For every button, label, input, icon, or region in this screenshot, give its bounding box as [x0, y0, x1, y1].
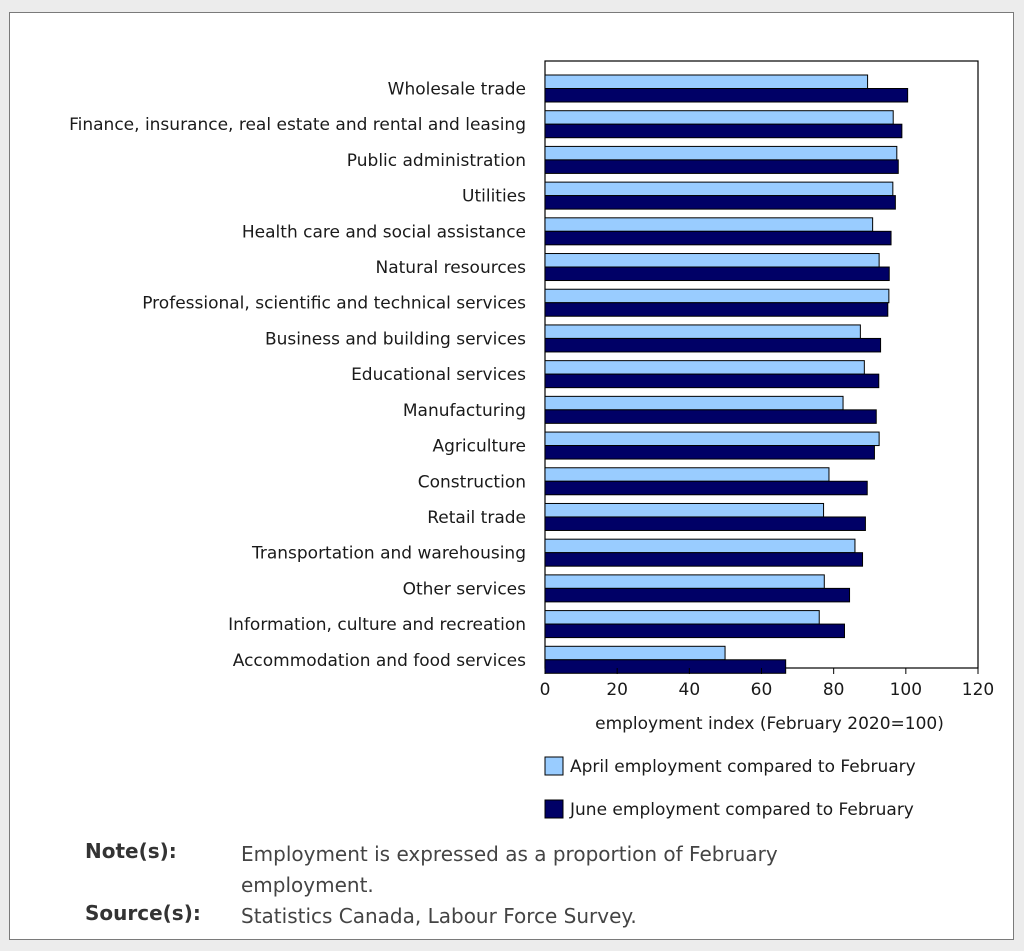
x-tick-label: 0: [540, 680, 551, 700]
x-tick-label: 40: [679, 680, 701, 700]
bar-april-13: [544, 538, 856, 554]
category-label: Educational services: [351, 365, 526, 385]
category-label: Wholesale trade: [388, 80, 526, 100]
x-tick-label: 100: [890, 680, 922, 700]
category-label: Construction: [418, 472, 526, 492]
x-tick-label: 80: [823, 680, 845, 700]
legend-swatch-april: [544, 756, 564, 776]
category-label: Public administration: [347, 151, 526, 171]
bar-june-11: [544, 480, 868, 496]
note-text: Employment is expressed as a proportion …: [241, 842, 778, 897]
x-axis-title: employment index (February 2020=100): [595, 714, 944, 734]
bar-april-3: [544, 181, 894, 197]
bar-june-4: [544, 230, 892, 246]
bar-april-8: [544, 360, 865, 375]
category-label: Retail trade: [427, 508, 526, 528]
category-label: Natural resources: [376, 258, 527, 278]
bar-april-5: [544, 253, 880, 268]
bar-april-16: [544, 645, 726, 661]
bar-june-10: [544, 445, 875, 460]
bar-chart: Wholesale trade Finance, insurance, real …: [69, 60, 994, 820]
category-label: Transportation and warehousing: [251, 544, 526, 564]
note-label: Note(s):: [85, 839, 177, 863]
bar-april-6: [544, 288, 890, 304]
bar-june-0: [544, 88, 909, 103]
category-label: Finance, insurance, real estate and rent…: [69, 115, 526, 135]
bar-june-6: [544, 302, 889, 317]
category-label: Other services: [403, 579, 527, 599]
category-label: Professional, scientific and technical s…: [142, 294, 526, 314]
legend-label-april: April employment compared to February: [570, 757, 916, 777]
legend-swatch-june: [544, 799, 564, 819]
bar-june-3: [544, 195, 896, 210]
source-label: Source(s):: [85, 901, 201, 925]
bar-june-8: [544, 373, 880, 389]
bar-june-5: [544, 266, 890, 282]
bar-april-2: [544, 145, 898, 161]
x-tick-label: 60: [751, 680, 773, 700]
category-label: Manufacturing: [403, 401, 526, 421]
bar-june-12: [544, 516, 866, 531]
bar-june-16: [544, 659, 787, 674]
x-tick-label: 120: [962, 680, 994, 700]
bar-june-15: [544, 623, 845, 639]
bar-april-0: [544, 74, 869, 89]
bar-april-15: [544, 610, 820, 625]
bar-april-12: [544, 502, 825, 518]
bar-june-14: [544, 587, 851, 603]
bar-april-7: [544, 324, 861, 339]
bar-april-10: [544, 431, 880, 447]
bar-april-1: [544, 110, 894, 125]
bar-june-2: [544, 159, 899, 174]
bar-june-1: [544, 123, 903, 139]
bar-june-7: [544, 337, 882, 353]
category-label: Health care and social assistance: [242, 222, 526, 242]
bar-june-13: [544, 552, 864, 567]
category-label: Accommodation and food services: [233, 651, 526, 671]
bar-april-14: [544, 574, 825, 589]
bar-april-4: [544, 217, 874, 232]
category-label: Utilities: [462, 187, 526, 207]
category-label: Business and building services: [265, 329, 526, 349]
category-label: Agriculture: [433, 437, 527, 457]
source-text: Statistics Canada, Labour Force Survey.: [241, 904, 637, 928]
x-tick-label: 20: [606, 680, 628, 700]
legend-label-june: June employment compared to February: [569, 800, 914, 820]
category-label: Information, culture and recreation: [228, 615, 526, 635]
bar-april-9: [544, 395, 844, 411]
figure-frame: Wholesale trade Finance, insurance, real …: [9, 12, 1014, 940]
bar-april-11: [544, 467, 830, 482]
bar-june-9: [544, 409, 877, 424]
